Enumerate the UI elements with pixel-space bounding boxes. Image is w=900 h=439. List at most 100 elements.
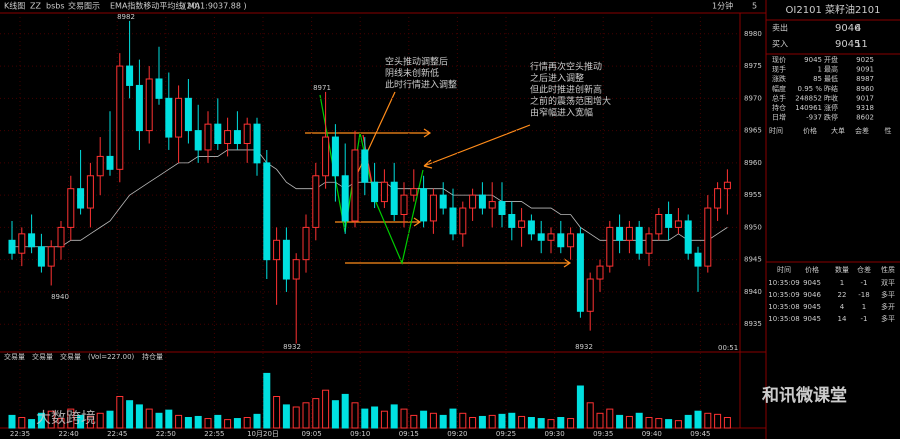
quote-cell: 9017 <box>856 94 874 102</box>
annotation: 之前的震荡范围增大 <box>530 95 611 107</box>
candle-body <box>390 181 398 215</box>
volume-bar <box>214 414 222 429</box>
volume-bar <box>106 410 114 429</box>
quote-price: 9045 <box>835 39 860 50</box>
quote-cell: 总手 <box>772 93 786 102</box>
candle-body <box>322 136 330 177</box>
y-tick-label: 8970 <box>744 94 762 102</box>
volume-bar <box>18 417 26 429</box>
candle-body <box>596 265 604 280</box>
volume-bar <box>302 402 310 429</box>
x-tick-label: 09:35 <box>593 430 613 438</box>
x-tick-label: 22:45 <box>107 430 127 438</box>
volume-bar <box>57 418 65 429</box>
volume-bar <box>449 408 457 429</box>
x-tick-label: 09:05 <box>302 430 322 438</box>
volume-bar <box>204 418 212 429</box>
volume-bar <box>175 414 183 429</box>
volume-bar <box>145 408 153 429</box>
volume-bar <box>390 404 398 429</box>
candle-body <box>126 65 134 86</box>
y-tick-label: 8955 <box>744 191 762 199</box>
candle-body <box>331 136 339 177</box>
volume-bar <box>400 408 408 429</box>
candle-body <box>547 233 555 241</box>
candle-body <box>635 226 643 254</box>
volume-bar <box>86 415 94 429</box>
candle-body <box>498 201 506 215</box>
volume-bar <box>263 372 271 429</box>
candle-body <box>665 213 673 228</box>
candle-body <box>723 181 731 190</box>
volume-bar <box>126 400 134 429</box>
volume-bar <box>165 409 173 429</box>
volume-bar <box>508 412 516 429</box>
candle-body <box>37 246 45 267</box>
volume-bar <box>655 418 663 429</box>
price-mark: 8932 <box>283 343 301 351</box>
quote-price: 9046 <box>835 23 860 34</box>
table-header: 价格 <box>805 265 819 274</box>
candle-body <box>302 226 310 261</box>
candle-body <box>361 149 369 183</box>
volume-bar <box>429 412 437 429</box>
quote-label: 卖出 <box>772 23 788 33</box>
candle-body <box>47 246 55 267</box>
candle-body <box>233 130 241 145</box>
candle-body <box>116 65 124 170</box>
candle-body <box>606 226 614 267</box>
trade-cell: 4 <box>840 303 845 311</box>
quote-cell: 1 <box>818 66 822 74</box>
quote-cell: 昨结 <box>824 84 838 93</box>
annotation: 但此时推进创新高 <box>530 84 602 96</box>
quote-cell: 幅度 <box>772 84 786 93</box>
candle-body <box>714 188 722 209</box>
volume-bar <box>518 415 526 429</box>
x-tick-label: 10月20日 <box>247 430 279 438</box>
volume-bar <box>478 415 486 429</box>
volume-bar <box>674 420 682 429</box>
annotation: 由窄幅进入宽幅 <box>530 107 593 119</box>
volume-bar <box>684 414 692 429</box>
quote-size: 11 <box>855 39 868 50</box>
candle-body <box>224 130 232 145</box>
x-tick-label: 22:55 <box>204 430 224 438</box>
toolbar-item: ( MA1:9037.88 ) <box>182 2 247 11</box>
quote-cell: 日增 <box>772 113 786 122</box>
volume-bar <box>47 410 55 429</box>
volume-bar <box>282 404 290 429</box>
candle-body <box>194 130 202 151</box>
volume-bar <box>155 412 163 429</box>
candle-body <box>586 278 594 312</box>
x-tick-label: 09:45 <box>690 430 710 438</box>
volume-bar <box>77 414 85 429</box>
volume-bar <box>273 396 281 429</box>
volume-bar <box>322 389 330 429</box>
trade-cell: 多开 <box>881 302 895 311</box>
y-tick-label: 8965 <box>744 127 762 135</box>
candle-body <box>175 97 183 138</box>
quote-cell: 现价 <box>772 56 786 64</box>
volume-bar <box>292 406 300 429</box>
candle-body <box>243 123 251 145</box>
quote-size: 4 <box>855 23 861 34</box>
candle-body <box>57 226 65 248</box>
annotation: 行情再次空头推动 <box>530 61 602 73</box>
x-tick-label: 09:10 <box>350 430 370 438</box>
candle-body <box>155 78 163 99</box>
volume-bar <box>635 412 643 429</box>
volume-bar <box>665 419 673 429</box>
quote-cell: -937 <box>806 114 822 122</box>
quote-cell: 涨跌 <box>772 74 786 83</box>
watermark: 和讯微课堂 <box>762 385 847 406</box>
volume-bar <box>616 414 624 429</box>
trade-cell: 9045 <box>803 279 821 287</box>
candle-body <box>145 78 153 132</box>
arrow <box>335 217 422 227</box>
trade-cell: 14 <box>838 315 847 323</box>
volume-bar <box>576 385 584 429</box>
volume-bar <box>380 410 388 429</box>
volume-bar <box>351 402 359 429</box>
table-header: 性质 <box>881 265 895 274</box>
candle-body <box>645 233 653 254</box>
